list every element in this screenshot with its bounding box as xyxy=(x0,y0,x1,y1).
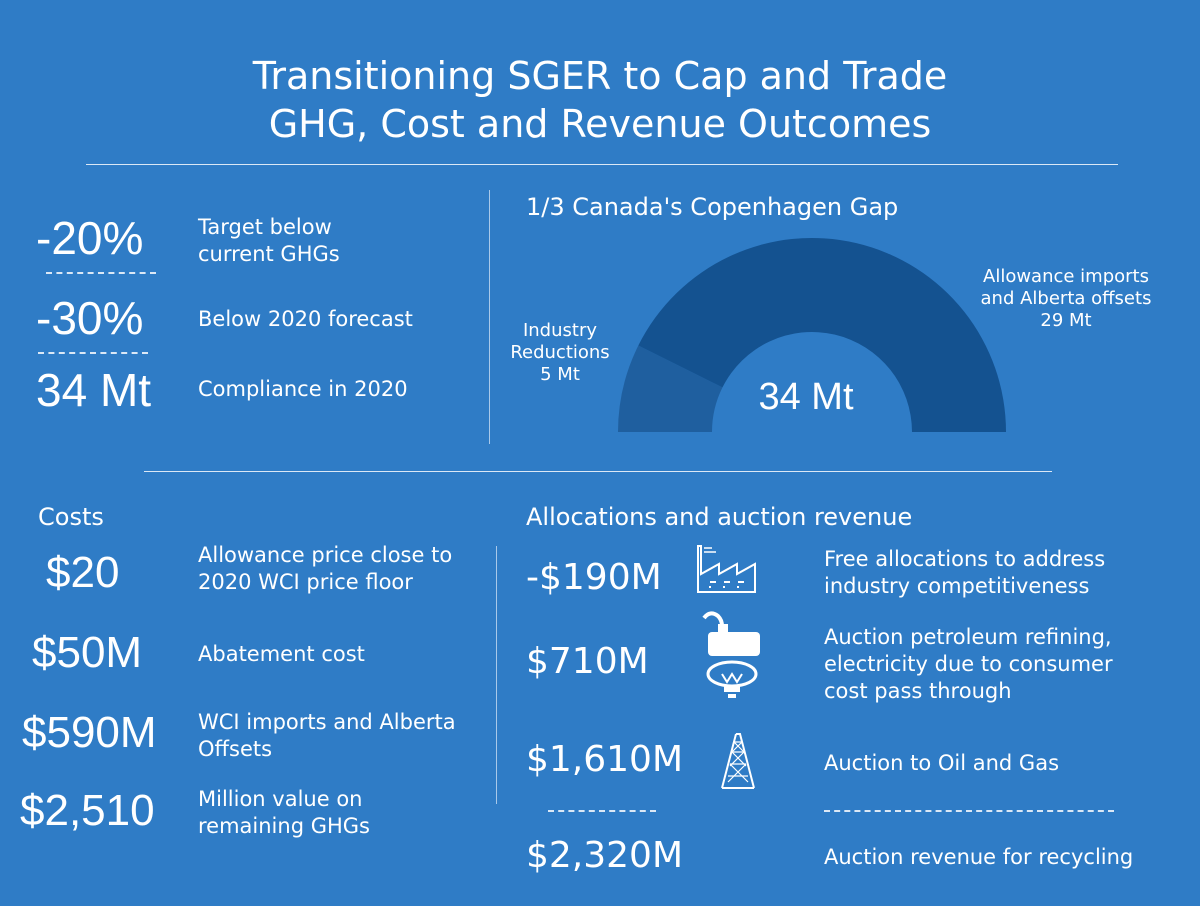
allocation-value-2: $710M xyxy=(526,641,649,682)
target-label-2: Below 2020 forecast xyxy=(198,307,413,331)
gap-heading: 1/3 Canada's Copenhagen Gap xyxy=(526,193,899,221)
allocation-label-4: Auction revenue for recycling xyxy=(824,845,1134,869)
title-divider xyxy=(86,164,1118,165)
page-title: Transitioning SGER to Cap and Trade GHG,… xyxy=(252,54,948,146)
cost-label-4: Million value on remaining GHGs xyxy=(198,787,370,838)
dash-divider xyxy=(46,272,156,274)
allowance-imports-segment xyxy=(638,238,1006,432)
fuel-and-lightbulb-icon xyxy=(702,611,760,698)
section-divider-vertical xyxy=(489,190,490,444)
cost-value-2: $50M xyxy=(32,628,143,677)
factory-icon xyxy=(697,545,756,593)
target-value-2: -30% xyxy=(36,292,144,344)
mid-divider xyxy=(144,471,1052,472)
allowance-imports-label: Allowance imports and Alberta offsets 29… xyxy=(980,266,1152,331)
allocations-heading: Allocations and auction revenue xyxy=(526,503,913,531)
gap-center-value: 34 Mt xyxy=(758,376,854,418)
allocation-label-3: Auction to Oil and Gas xyxy=(824,751,1060,775)
dash-divider xyxy=(548,810,656,812)
cost-label-2: Abatement cost xyxy=(198,642,365,666)
allocation-label-1: Free allocations to address industry com… xyxy=(824,547,1106,598)
target-label-1: Target below current GHGs xyxy=(198,215,340,266)
target-value-1: -20% xyxy=(36,212,144,264)
oil-derrick-icon xyxy=(721,733,755,789)
cost-label-1: Allowance price close to 2020 WCI price … xyxy=(198,543,453,594)
costs-heading: Costs xyxy=(38,503,104,531)
target-label-3: Compliance in 2020 xyxy=(198,377,408,401)
target-value-3: 34 Mt xyxy=(36,364,152,416)
cost-label-3: WCI imports and Alberta Offsets xyxy=(198,710,456,761)
costs-divider-vertical xyxy=(496,546,497,804)
allocation-label-2: Auction petroleum refining, electricity … xyxy=(824,625,1113,703)
cost-value-1: $20 xyxy=(46,548,120,597)
dash-divider xyxy=(824,810,1114,812)
allocation-value-4: $2,320M xyxy=(526,835,684,876)
dash-divider xyxy=(38,352,148,354)
industry-reductions-segment xyxy=(618,345,723,432)
allocation-value-1: -$190M xyxy=(526,557,662,598)
industry-reductions-label: Industry Reductions 5 Mt xyxy=(510,320,610,385)
cost-value-3: $590M xyxy=(22,708,157,757)
allocation-value-3: $1,610M xyxy=(526,739,684,780)
cost-value-4: $2,510 xyxy=(20,786,155,835)
